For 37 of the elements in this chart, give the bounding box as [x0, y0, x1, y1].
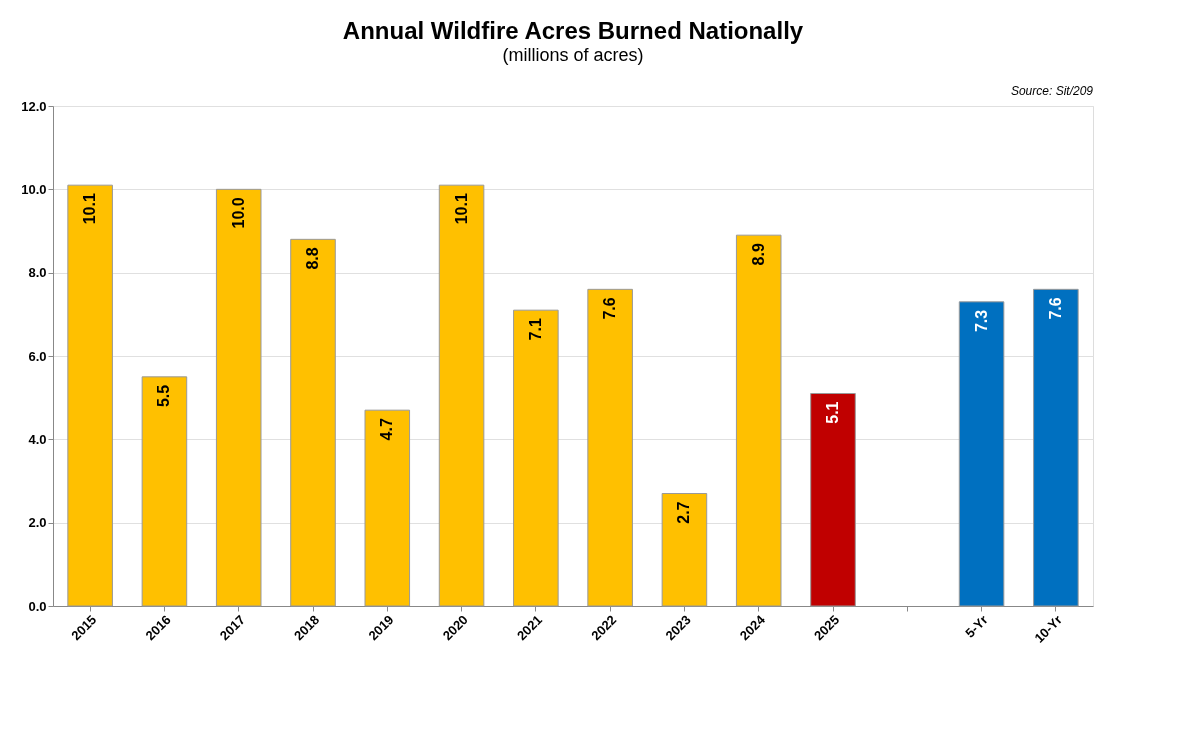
data-label: 2.7 [675, 501, 693, 524]
bar [1033, 288, 1079, 607]
bar [141, 376, 188, 607]
bar [958, 301, 1005, 607]
chart-title: Annual Wildfire Acres Burned Nationally [342, 17, 804, 44]
bar [810, 393, 856, 607]
data-label: 5.5 [155, 384, 173, 408]
bar [438, 184, 485, 607]
data-label: 4.7 [378, 418, 396, 441]
bar [513, 309, 559, 607]
bar [67, 184, 113, 607]
data-label: 10.1 [452, 193, 470, 225]
y-tick-label: 2.0 [28, 515, 47, 531]
bar [290, 238, 336, 607]
y-tick-label: 4.0 [28, 431, 47, 447]
data-label: 7.3 [972, 309, 990, 333]
x-tick-label: 5-Yr [962, 612, 991, 641]
data-label: 7.6 [1046, 297, 1064, 320]
y-tick-label: 0.0 [28, 598, 47, 614]
bar [735, 234, 782, 607]
bar [364, 409, 411, 607]
data-label: 7.6 [601, 297, 619, 320]
bar [215, 188, 262, 607]
data-label: 5.1 [824, 401, 841, 424]
data-label: 7.1 [526, 318, 544, 341]
y-tick-label: 8.0 [28, 265, 47, 281]
source-note: Source: Sit/209 [1010, 84, 1094, 98]
data-label: 8.8 [304, 247, 321, 270]
y-tick-label: 10.0 [21, 181, 47, 197]
data-label: 10.0 [229, 197, 247, 229]
chart-subtitle: (millions of acres) [502, 45, 644, 65]
data-label: 8.9 [749, 243, 767, 266]
y-tick-label: 6.0 [28, 348, 47, 364]
bar [661, 493, 708, 607]
data-label: 10.1 [81, 193, 99, 225]
y-tick-label: 12.0 [21, 98, 47, 114]
bar [587, 288, 633, 607]
